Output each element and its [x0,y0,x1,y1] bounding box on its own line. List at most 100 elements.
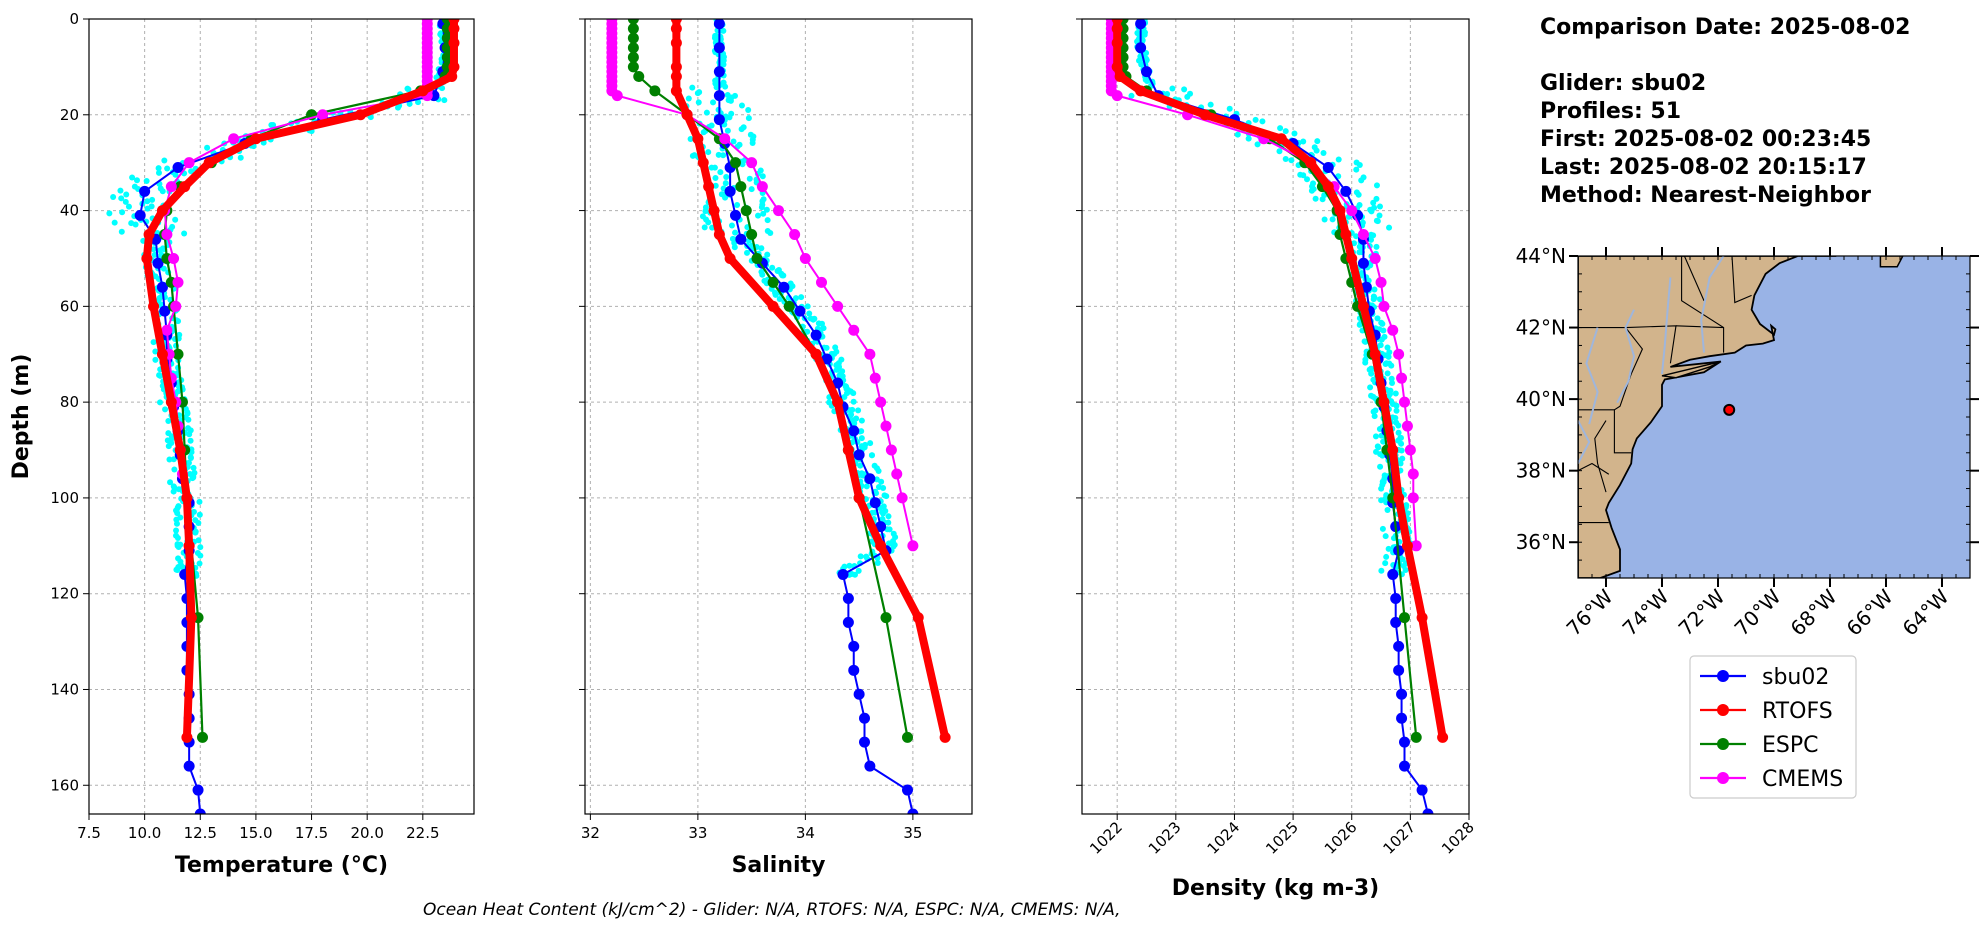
scatter-point [117,187,124,194]
scatter-point [1234,131,1241,138]
scatter-point [190,474,197,481]
scatter-point [859,471,866,478]
scatter-point [395,104,402,111]
series-point-sbu02 [1135,19,1147,30]
scatter-point [1313,147,1320,154]
scatter-point [150,339,157,346]
xtick-label: 1023 [1145,818,1185,858]
comparison-date: Comparison Date: 2025-08-02 [1540,15,1911,40]
scatter-point [720,61,727,68]
scatter-point [713,84,720,91]
scatter-point [149,196,156,203]
series-point-sbu02 [875,521,887,533]
scatter-point [875,467,882,474]
series-point-sbu02 [1399,736,1410,748]
series-point-cmems [170,300,182,312]
scatter-point [181,230,188,237]
series-point-cmems [168,252,180,264]
scatter-point [1399,455,1406,462]
series-point-sbu02 [134,209,146,221]
scatter-point [850,398,857,405]
series-point-sbu02 [1357,257,1369,269]
map-lon-label: 64°W [1898,584,1954,640]
scatter-point [705,149,712,156]
scatter-point [172,216,179,223]
scatter-point [858,417,865,424]
series-point-sbu02 [848,664,860,676]
scatter-point [837,371,844,378]
scatter-point [1164,90,1171,97]
xtick-label: 10.0 [128,824,161,842]
scatter-point [1144,77,1151,84]
map-lon-label: 74°W [1618,584,1674,640]
scatter-point [270,121,277,128]
scatter-point [1389,380,1396,387]
series-point-cmems [1346,205,1358,217]
series-point-rtofs [181,731,193,743]
series-point-cmems [1378,300,1390,312]
series-point-espc [633,70,645,82]
series-point-cmems [1404,444,1416,456]
scatter-point [1356,161,1363,168]
scatter-point [1378,319,1385,326]
scatter-point [1385,545,1392,552]
series-point-sbu02 [869,497,881,509]
series-point-rtofs [156,205,168,217]
axes-frame [1081,18,1470,815]
xtick-label: 1026 [1321,818,1361,858]
chart-panel-3: 1022 1023 1024 1025 1026 1027 1028 Density (kg … [1076,18,1478,901]
series-point-rtofs [670,23,682,35]
scatter-point [1304,176,1311,183]
xtick-label: 17.5 [295,824,328,842]
scatter-point [1367,206,1374,213]
scatter-point [738,126,745,133]
scatter-point [749,139,756,146]
scatter-point [879,509,886,516]
legend-label-cmems: CMEMS [1762,767,1843,792]
series-point-rtofs [250,133,262,145]
map-lon-label: 66°W [1842,584,1898,640]
scatter-point [190,464,197,471]
series-point-espc [783,300,795,312]
series-point-sbu02 [837,569,849,581]
scatter-point [885,540,892,547]
scatter-point [1376,212,1383,219]
axes-frame [88,18,475,815]
scatter-point [1319,196,1326,203]
series-point-rtofs [1369,348,1381,360]
legend-marker-espc [1717,738,1729,750]
scatter-point [746,175,753,182]
scatter-point [406,100,413,107]
scatter-point [1356,321,1363,328]
scatter-point [155,165,162,172]
series-point-rtofs [183,540,195,552]
scatter-point [1353,233,1360,240]
series-point-cmems [1111,90,1123,102]
series-point-rtofs [1275,133,1287,145]
series-point-espc [196,731,208,743]
series-point-rtofs [670,61,682,73]
scatter-point [1335,156,1342,163]
scatter-point [710,99,717,106]
scatter-point [1382,533,1389,540]
series-point-cmems [165,181,177,193]
scatter-point [715,151,722,158]
glider-name: Glider: sbu02 [1540,71,1707,96]
series-point-rtofs [697,157,709,169]
xtick-label: 20.0 [350,824,383,842]
map-lat-label: 38°N [1516,459,1566,483]
series-point-rtofs [1340,229,1352,241]
scatter-point [1373,182,1380,189]
method: Method: Nearest-Neighbor [1540,183,1871,208]
series-point-sbu02 [713,114,725,126]
series-point-sbu02 [864,760,876,772]
scatter-point [1378,336,1385,343]
ytick-label: 40 [60,202,79,220]
legend-marker-sbu02 [1717,670,1729,682]
series-point-cmems [161,229,173,241]
scatter-point [187,437,194,444]
scatter-point [708,164,715,171]
series-point-rtofs [1393,492,1405,504]
scatter-point [728,222,735,229]
